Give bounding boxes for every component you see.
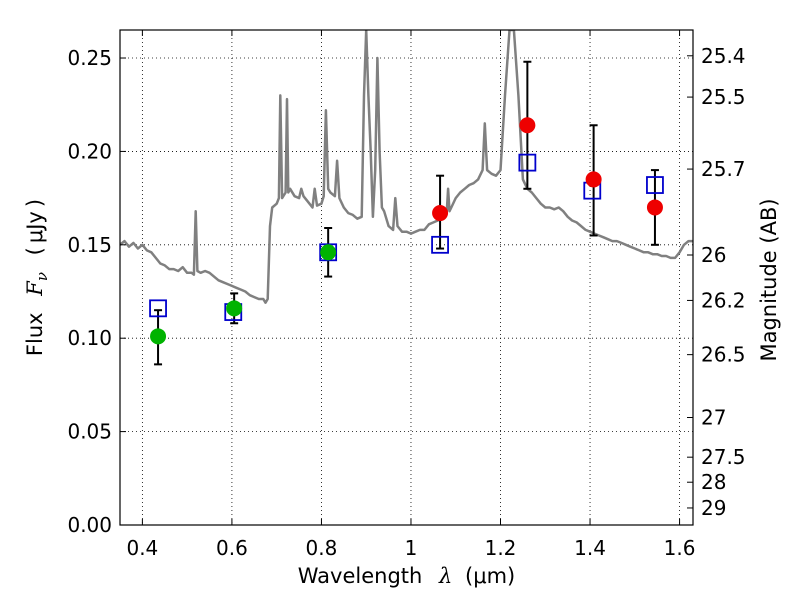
- observed-point-green: [226, 300, 243, 317]
- magnitude-tick-label: 25.7: [701, 157, 746, 181]
- observed-point-green: [150, 328, 167, 345]
- x-label-symbol: λ: [438, 564, 452, 588]
- x-tick-label: 0.6: [216, 536, 248, 560]
- magnitude-tick-label: 25.4: [701, 44, 746, 68]
- x-label-unit: μm: [473, 564, 507, 588]
- y-tick-label: 0.10: [67, 326, 112, 350]
- x-label-open: (: [465, 564, 473, 588]
- y-axis-label: Flux Fν ( μJy): [23, 199, 52, 356]
- y-label-prefix: Flux: [23, 312, 47, 356]
- y-tick-label: 0.25: [67, 46, 112, 70]
- magnitude-tick-label: 27: [701, 406, 726, 430]
- y-label-subscript: ν: [33, 272, 51, 281]
- model-square: [149, 299, 167, 318]
- x-tick-label: 1.4: [574, 536, 606, 560]
- x-axis-label: Wavelength λ (μm): [298, 564, 516, 588]
- spectrum-line: [120, 30, 693, 304]
- model-square: [431, 235, 449, 254]
- magnitude-tick-label: 28: [701, 470, 726, 494]
- observed-point-red: [519, 117, 536, 134]
- magnitude-tick-label: 27.5: [701, 445, 746, 469]
- x-tick-label: 1.6: [664, 536, 696, 560]
- magnitude-tick-label: 26.5: [701, 343, 746, 367]
- y-label-open: (: [23, 247, 47, 255]
- y2-axis-label: Magnitude (AB): [757, 198, 781, 361]
- x-label-close: ): [507, 564, 515, 588]
- magnitude-tick-label: 26.2: [701, 288, 746, 312]
- magnitude-tick-label: 25.5: [701, 85, 746, 109]
- plot-area: [120, 30, 693, 366]
- grid: [120, 30, 693, 526]
- x-tick-label: 1.2: [485, 536, 517, 560]
- y-label-symbol: F: [23, 280, 47, 297]
- model-square: [646, 176, 664, 194]
- y-tick-label: 0.20: [67, 139, 112, 163]
- magnitude-tick-label: 26: [701, 243, 726, 267]
- y-tick-label: 0.05: [67, 420, 112, 444]
- y-label-unit: μJy: [23, 211, 47, 243]
- observed-point-red: [585, 171, 602, 188]
- y-label-close: ): [23, 199, 47, 207]
- plot-frame: [119, 29, 694, 526]
- observed-point-green: [320, 244, 337, 261]
- y-tick-label: 0.15: [67, 233, 112, 257]
- y-axis: 0.00 0.05 0.10 0.15 0.20 0.25: [67, 46, 126, 537]
- x-tick-label: 0.8: [306, 536, 338, 560]
- y-tick-label: 0.00: [67, 513, 112, 537]
- x-tick-label: 0.4: [126, 536, 158, 560]
- x-axis: 0.4 0.6 0.8 1 1.2 1.4 1.6: [126, 30, 695, 560]
- x-label-prefix: Wavelength: [298, 564, 423, 588]
- x-tick-label: 1: [405, 536, 418, 560]
- observed-point-red: [646, 199, 663, 216]
- magnitude-tick-label: 29: [701, 496, 726, 520]
- model-square: [518, 153, 537, 172]
- observed-point-red: [432, 205, 449, 222]
